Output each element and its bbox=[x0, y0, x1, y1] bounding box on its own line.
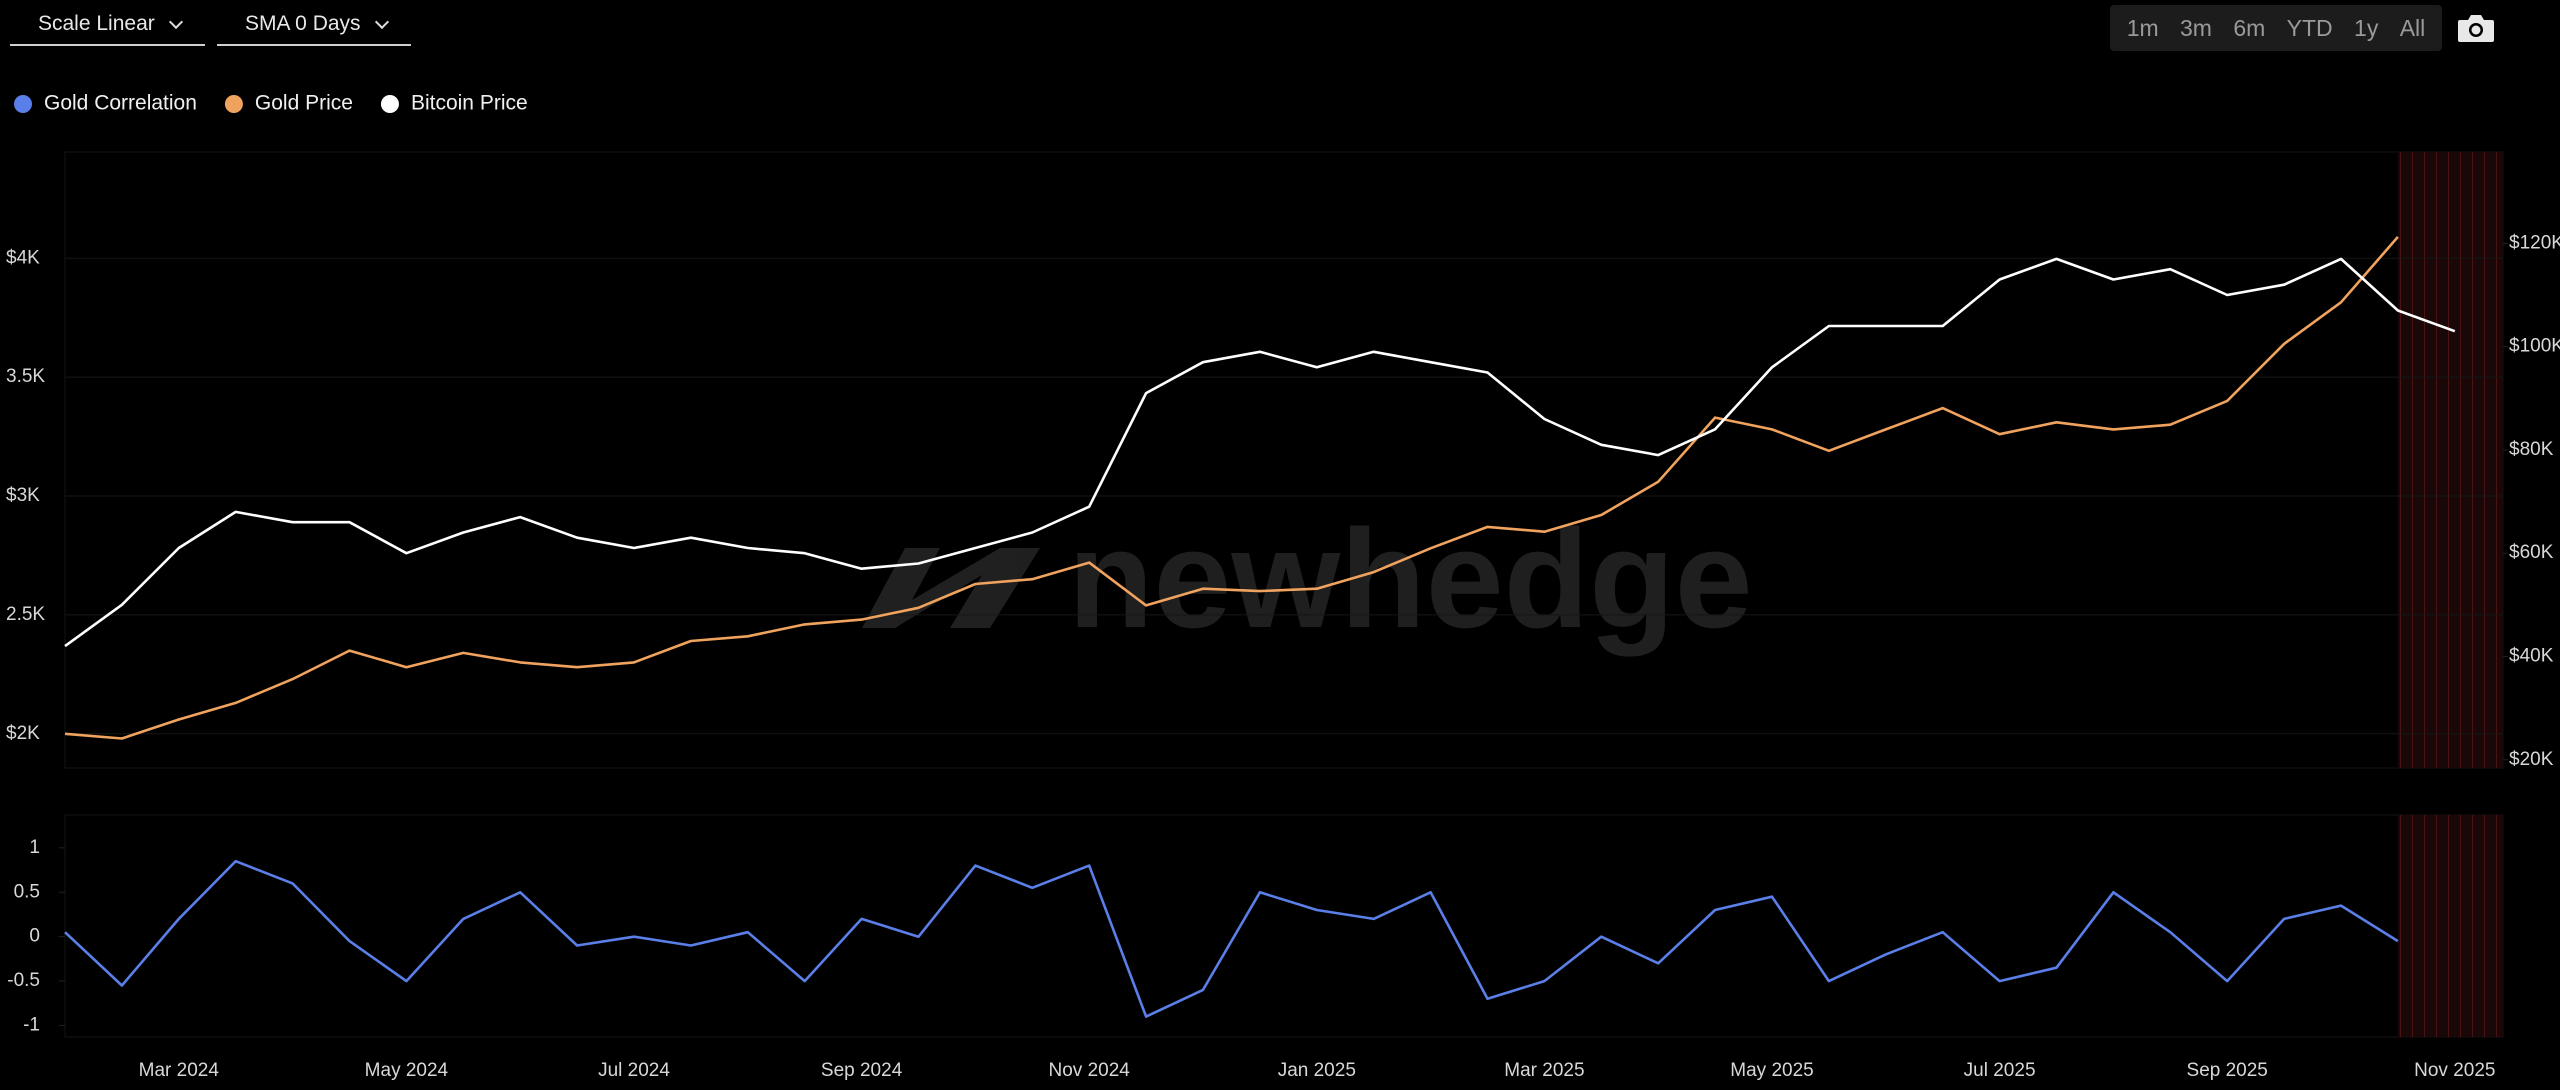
range-button[interactable]: 1y bbox=[2354, 14, 2379, 41]
legend-label: Gold Correlation bbox=[44, 92, 197, 115]
y2-tick-label: $40K bbox=[2509, 645, 2554, 666]
watermark-logo bbox=[862, 548, 1040, 628]
y2-tick-label: $80K bbox=[2509, 439, 2554, 460]
y-tick-label: 2.5K bbox=[6, 604, 45, 625]
x-tick-label: Nov 2025 bbox=[2414, 1060, 2495, 1081]
y2-tick-label: $120K bbox=[2509, 232, 2560, 253]
sma-dropdown[interactable]: SMA 0 Days bbox=[217, 8, 411, 46]
series-line bbox=[64, 257, 2456, 648]
x-tick-label: Sep 2025 bbox=[2187, 1060, 2268, 1081]
dropdown-label: SMA 0 Days bbox=[245, 12, 361, 35]
dropdown-label: Scale Linear bbox=[38, 12, 155, 35]
y2-tick-label: $100K bbox=[2509, 336, 2560, 357]
shaded-region bbox=[2397, 152, 2503, 768]
legend-marker bbox=[14, 95, 32, 113]
x-tick-label: Mar 2024 bbox=[139, 1060, 220, 1081]
scale-dropdown[interactable]: Scale Linear bbox=[10, 8, 205, 46]
shaded-region bbox=[2397, 815, 2503, 1037]
series-line bbox=[64, 236, 2399, 740]
y2-tick-label: $60K bbox=[2509, 542, 2554, 563]
x-tick-label: Nov 2024 bbox=[1049, 1060, 1131, 1081]
plot-frame bbox=[64, 814, 2504, 1038]
x-tick-label: Mar 2025 bbox=[1504, 1060, 1584, 1081]
range-button[interactable]: 1m bbox=[2126, 14, 2159, 41]
x-tick-label: May 2025 bbox=[1730, 1060, 1813, 1081]
y-tick-label: 0 bbox=[29, 926, 40, 947]
chevron bbox=[168, 14, 184, 30]
plot-frame bbox=[64, 151, 2504, 769]
watermark-text: newhedge bbox=[1068, 500, 1753, 657]
y-tick-label: $3K bbox=[6, 485, 40, 506]
x-tick-label: May 2024 bbox=[365, 1060, 449, 1081]
y-tick-label: -0.5 bbox=[7, 970, 40, 991]
chevron bbox=[374, 14, 390, 30]
y-tick-label: 1 bbox=[29, 837, 40, 858]
y-tick-label: $4K bbox=[6, 247, 40, 268]
x-tick-label: Jul 2024 bbox=[598, 1060, 670, 1081]
x-tick-label: Jan 2025 bbox=[1278, 1060, 1356, 1081]
y-tick-label: -1 bbox=[23, 1014, 40, 1035]
y2-tick-label: $20K bbox=[2509, 749, 2554, 770]
y-tick-label: 3.5K bbox=[6, 366, 45, 387]
legend-marker bbox=[224, 95, 243, 113]
legend-marker bbox=[380, 95, 399, 113]
x-tick-label: Jul 2025 bbox=[1964, 1060, 2036, 1081]
legend-label: Bitcoin Price bbox=[411, 92, 528, 115]
range-button[interactable]: All bbox=[2399, 14, 2426, 41]
camera-button[interactable] bbox=[2456, 12, 2496, 44]
legend-label: Gold Price bbox=[255, 92, 353, 115]
series-line bbox=[64, 859, 2399, 1018]
watermark: newhedge bbox=[862, 500, 1753, 657]
y-tick-label: 0.5 bbox=[14, 881, 40, 902]
range-selector: 1m 3m 6m YTD 1y All bbox=[2110, 5, 2442, 51]
range-button[interactable]: 3m bbox=[2180, 14, 2212, 41]
range-button[interactable]: 6m bbox=[2233, 14, 2266, 41]
range-button[interactable]: YTD bbox=[2286, 14, 2333, 41]
x-tick-label: Sep 2024 bbox=[821, 1060, 903, 1081]
y-tick-label: $2K bbox=[6, 723, 40, 744]
